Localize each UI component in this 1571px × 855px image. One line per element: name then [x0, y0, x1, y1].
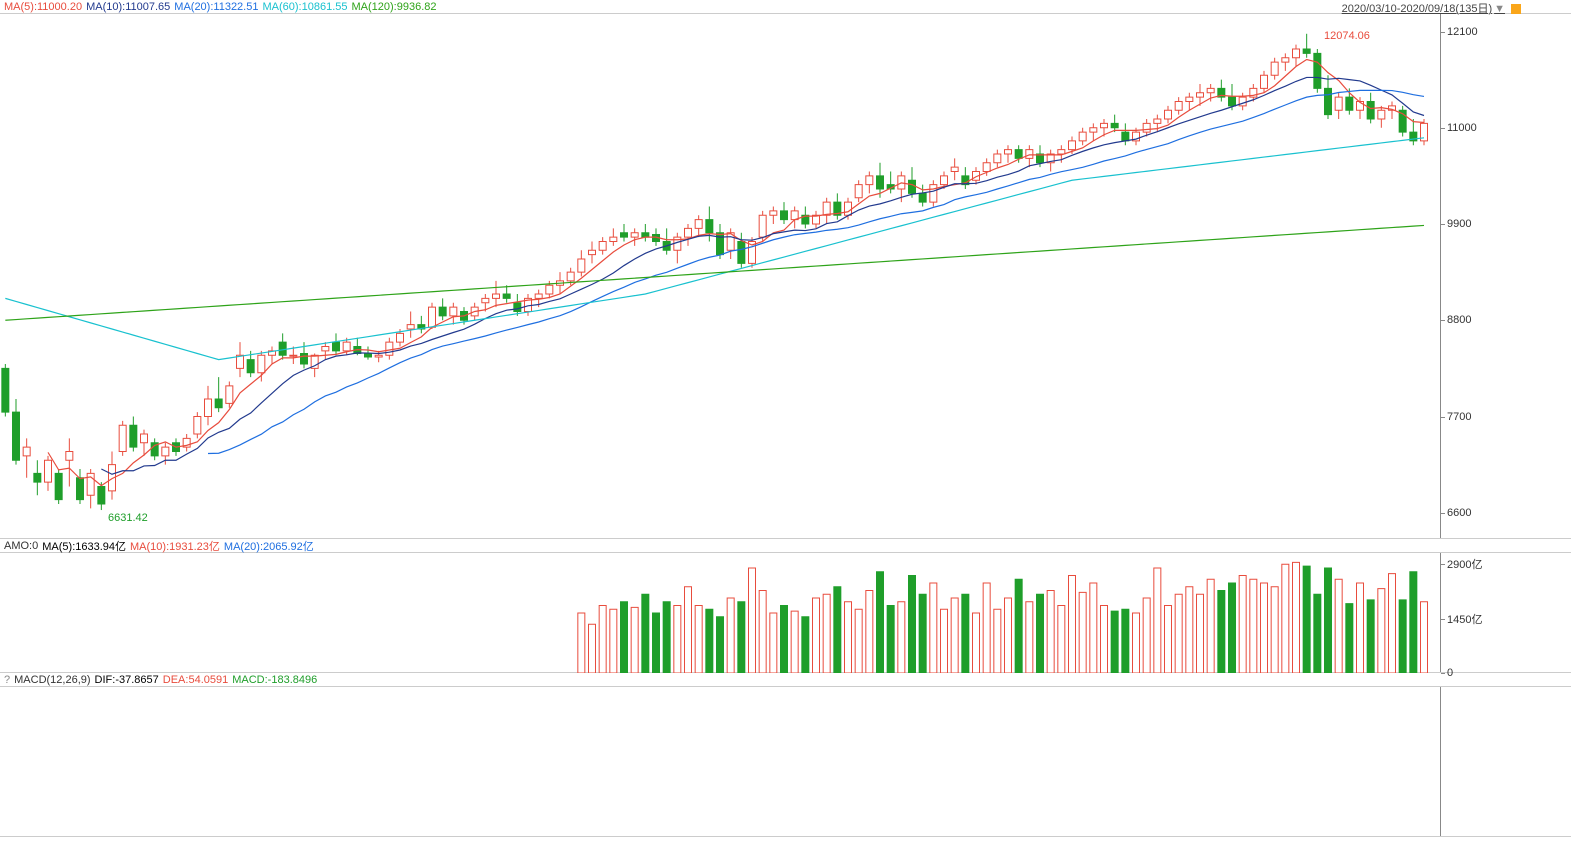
volume-legend-row: AMO:0 MA(5):1633.94亿 MA(10):1931.23亿 MA(… — [0, 539, 1571, 553]
price-yaxis: 66007700880099001100012100 — [1440, 14, 1570, 538]
macd-yaxis — [1440, 687, 1570, 836]
macd-title: MACD(12,26,9) — [14, 674, 90, 686]
ma10-legend: MA(10):11007.65 — [86, 1, 170, 13]
dif-legend: DIF:-37.8657 — [95, 674, 159, 686]
low-annotation: 6631.42 — [108, 512, 148, 524]
ma20-legend: MA(20):11322.51 — [174, 1, 258, 13]
high-annotation: 12074.06 — [1324, 30, 1370, 42]
ma60-legend: MA(60):10861.55 — [262, 1, 347, 13]
price-panel[interactable]: 66007700880099001100012100 12074.06 6631… — [0, 14, 1571, 539]
dea-legend: DEA:54.0591 — [163, 674, 228, 686]
main-legend-row: MA(5):11000.20 MA(10):11007.65 MA(20):11… — [0, 0, 1571, 14]
vol-ma20-legend: MA(20):2065.92亿 — [224, 538, 314, 554]
macd-hist-legend: MACD:-183.8496 — [232, 674, 317, 686]
volume-yaxis: 01450亿2900亿 — [1440, 553, 1570, 672]
vol-ma10-legend: MA(10):1931.23亿 — [130, 538, 220, 554]
ma120-legend: MA(120):9936.82 — [352, 1, 437, 13]
amo-legend: AMO:0 — [4, 540, 38, 552]
volume-panel[interactable]: 01450亿2900亿 — [0, 553, 1571, 673]
macd-help-icon[interactable]: ? — [4, 674, 10, 686]
macd-panel[interactable] — [0, 687, 1571, 837]
vol-ma5-legend: MA(5):1633.94亿 — [42, 538, 126, 554]
ma5-legend: MA(5):11000.20 — [4, 1, 82, 13]
range-chip-icon — [1511, 4, 1521, 14]
time-axis — [0, 837, 1571, 855]
macd-legend-row: ? MACD(12,26,9) DIF:-37.8657 DEA:54.0591… — [0, 673, 1571, 687]
